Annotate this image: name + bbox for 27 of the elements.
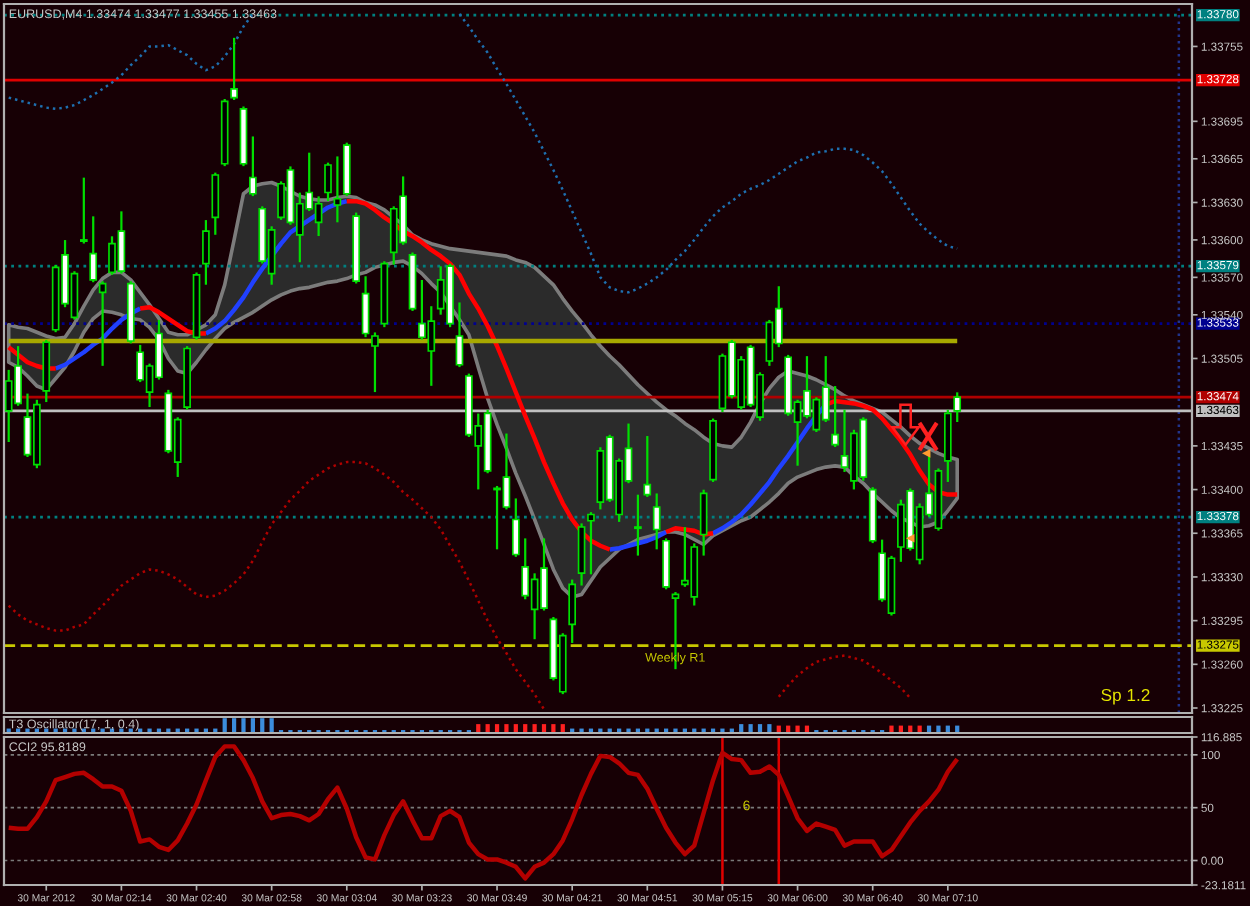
candlestick [79, 177, 88, 244]
candlestick [634, 494, 642, 556]
candlestick [568, 579, 577, 643]
candlestick [361, 276, 370, 338]
candlestick [371, 332, 379, 393]
candlestick [699, 489, 708, 556]
candlestick [89, 216, 98, 283]
candlestick [511, 498, 520, 557]
candlestick [455, 302, 464, 368]
line-series [6, 744, 960, 881]
candlestick [943, 409, 952, 482]
candlestick [202, 220, 210, 285]
candlestick [249, 136, 257, 197]
candlestick [587, 512, 595, 575]
candlestick [230, 37, 238, 100]
candlestick [643, 436, 652, 497]
candlestick [98, 281, 107, 366]
text: Sp 1.2 [1101, 688, 1150, 705]
candlestick [662, 538, 670, 590]
candlestick [652, 493, 661, 550]
candlestick [211, 172, 220, 235]
candlestick [324, 162, 332, 202]
candlestick [333, 156, 342, 223]
candlestick [821, 356, 830, 423]
candlestick [953, 392, 962, 423]
candlestick [577, 523, 586, 586]
candlestick [831, 386, 839, 447]
